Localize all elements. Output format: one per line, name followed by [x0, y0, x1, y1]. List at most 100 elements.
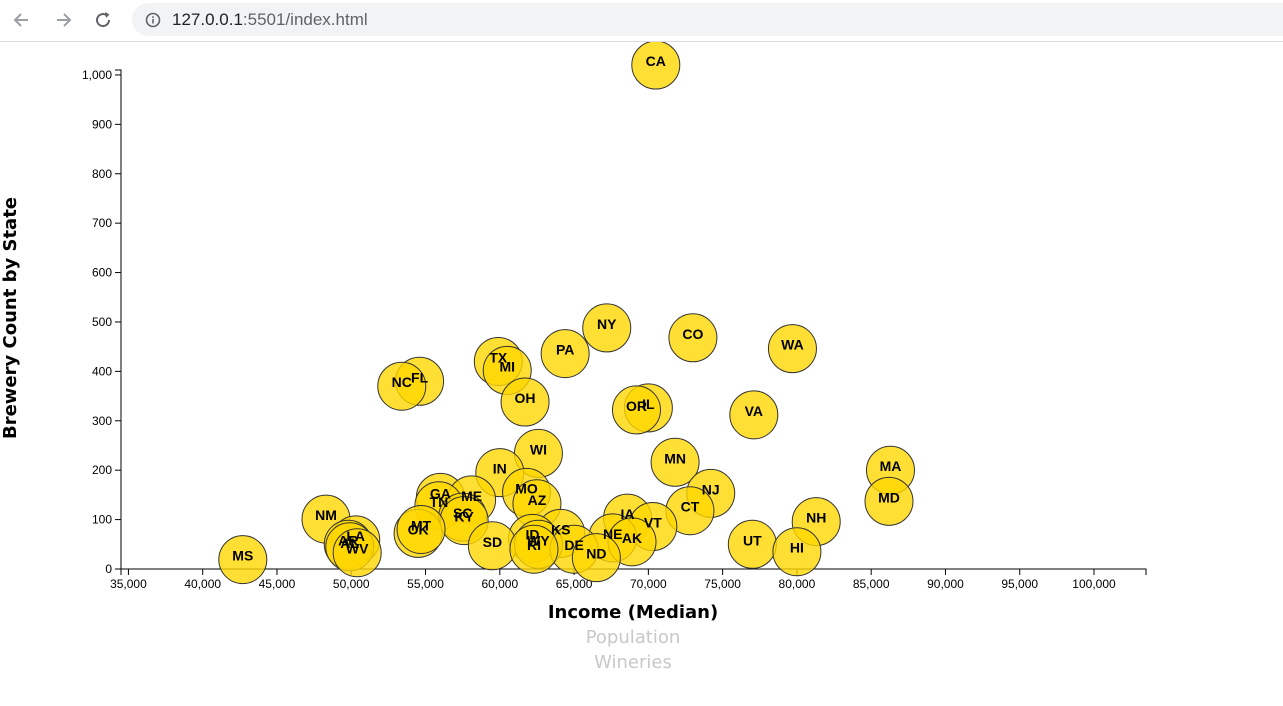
state-label-ri: RI: [527, 537, 541, 553]
state-label-de: DE: [564, 537, 583, 553]
x-tick-label: 80,000: [779, 577, 816, 591]
state-label-co: CO: [682, 326, 703, 342]
y-tick-label: 700: [92, 216, 112, 230]
x-tick-label: 60,000: [481, 577, 518, 591]
state-bubble-mn[interactable]: [650, 437, 700, 487]
state-bubble-hi[interactable]: [772, 527, 822, 577]
state-label-in: IN: [493, 461, 507, 477]
x-tick-label: 35,000: [110, 577, 147, 591]
y-tick-label: 500: [92, 315, 112, 329]
url-host: 127.0.0.1: [172, 9, 243, 29]
x-tick-label: 45,000: [259, 577, 296, 591]
url-path: :5501/index.html: [242, 9, 368, 29]
state-bubble-md[interactable]: [864, 476, 914, 526]
y-tick-label: 0: [105, 562, 112, 576]
state-label-mo: MO: [515, 480, 538, 496]
state-label-il: IL: [642, 396, 655, 412]
state-label-pa: PA: [556, 342, 574, 358]
reload-icon[interactable]: [89, 6, 117, 34]
state-bubble-pa[interactable]: [540, 329, 590, 379]
state-label-ky: KY: [454, 509, 474, 525]
state-label-md: MD: [878, 489, 900, 505]
state-label-ms: MS: [232, 548, 253, 564]
state-bubble-or[interactable]: [611, 385, 661, 435]
x-tick-label: 85,000: [853, 577, 890, 591]
state-label-ct: CT: [681, 499, 700, 515]
state-label-ga: GA: [430, 485, 451, 501]
address-bar[interactable]: 127.0.0.1:5501/index.html: [132, 3, 1283, 36]
state-label-ny: NY: [597, 316, 617, 332]
state-label-fl: FL: [411, 369, 429, 385]
state-label-nc: NC: [392, 374, 412, 390]
x-tick-label: 100,000: [1072, 577, 1116, 591]
state-label-nh: NH: [806, 510, 826, 526]
x-axis-option-population[interactable]: Population: [586, 627, 681, 648]
state-bubble-oh[interactable]: [500, 377, 550, 427]
state-label-ca: CA: [646, 53, 666, 69]
state-label-nm: NM: [315, 507, 337, 523]
state-label-tn: TN: [430, 494, 449, 510]
back-arrow-icon[interactable]: [8, 6, 36, 34]
y-tick-label: 100: [92, 513, 112, 527]
state-bubble-ri[interactable]: [509, 524, 559, 574]
x-tick-label: 75,000: [704, 577, 741, 591]
y-axis-title[interactable]: Brewery Count by State: [0, 197, 21, 439]
state-label-ia: IA: [621, 506, 635, 522]
x-axis-line: [120, 568, 1147, 575]
state-label-la: LA: [346, 528, 365, 544]
state-bubble-nc[interactable]: [377, 361, 427, 411]
state-label-al: AL: [340, 535, 359, 551]
state-bubble-nd[interactable]: [571, 533, 621, 583]
state-label-nd: ND: [586, 546, 606, 562]
state-bubble-wv[interactable]: [332, 528, 382, 578]
state-label-sd: SD: [483, 534, 502, 550]
state-label-ks: KS: [551, 521, 570, 537]
state-label-az: AZ: [528, 492, 547, 508]
y-tick-label: 400: [92, 364, 112, 378]
x-tick-label: 70,000: [630, 577, 667, 591]
y-tick-label: 900: [92, 117, 112, 131]
state-label-mn: MN: [664, 450, 686, 466]
state-bubble-va[interactable]: [729, 390, 779, 440]
x-axis-option-wineries[interactable]: Wineries: [594, 652, 672, 673]
state-bubble-ny[interactable]: [582, 303, 632, 353]
x-tick-label: 90,000: [927, 577, 964, 591]
state-label-or: OR: [626, 398, 647, 414]
x-axis: 35,000 40,000 45,000 50,000 55,000 60,000 65,0…: [110, 568, 1147, 591]
state-label-va: VA: [745, 403, 763, 419]
state-bubble-ca[interactable]: [631, 42, 681, 90]
state-label-ok: OK: [408, 521, 429, 537]
x-tick-label: 65,000: [556, 577, 593, 591]
state-bubble-mt[interactable]: [396, 504, 446, 554]
state-label-wi: WI: [530, 441, 547, 457]
bubble-group: [218, 42, 915, 585]
forward-arrow-icon[interactable]: [49, 6, 77, 34]
state-bubble-co[interactable]: [668, 313, 718, 363]
state-label-ne: NE: [603, 526, 622, 542]
state-label-me: ME: [461, 488, 482, 504]
state-label-id: ID: [525, 526, 539, 542]
y-tick-label: 1,000: [82, 68, 112, 82]
y-axis: 0 100 200 300 400 500 600 700 800 900 1,000: [82, 68, 122, 576]
x-tick-label: 40,000: [184, 577, 221, 591]
state-bubble-wa[interactable]: [767, 324, 817, 374]
state-label-mi: MI: [499, 358, 515, 374]
state-label-wa: WA: [781, 337, 804, 353]
state-label-oh: OH: [515, 390, 536, 406]
x-tick-label: 55,000: [407, 577, 444, 591]
x-axis-option-income[interactable]: Income (Median): [548, 602, 718, 623]
info-icon[interactable]: [144, 11, 162, 29]
state-label-ma: MA: [880, 458, 902, 474]
state-label-vt: VT: [644, 515, 662, 531]
y-tick-label: 300: [92, 414, 112, 428]
y-tick-label: 800: [92, 167, 112, 181]
y-tick-label: 600: [92, 266, 112, 280]
x-tick-label: 50,000: [333, 577, 370, 591]
state-label-mt: MT: [411, 517, 432, 533]
state-bubble-ms[interactable]: [218, 535, 268, 585]
state-label-ak: AK: [622, 530, 642, 546]
x-tick-label: 95,000: [1001, 577, 1038, 591]
scatter-chart: 35,000 40,000 45,000 50,000 55,000 60,000 65,0…: [0, 42, 1147, 673]
browser-toolbar: 127.0.0.1:5501/index.html: [0, 0, 1283, 42]
state-label-wy: WY: [527, 532, 550, 548]
